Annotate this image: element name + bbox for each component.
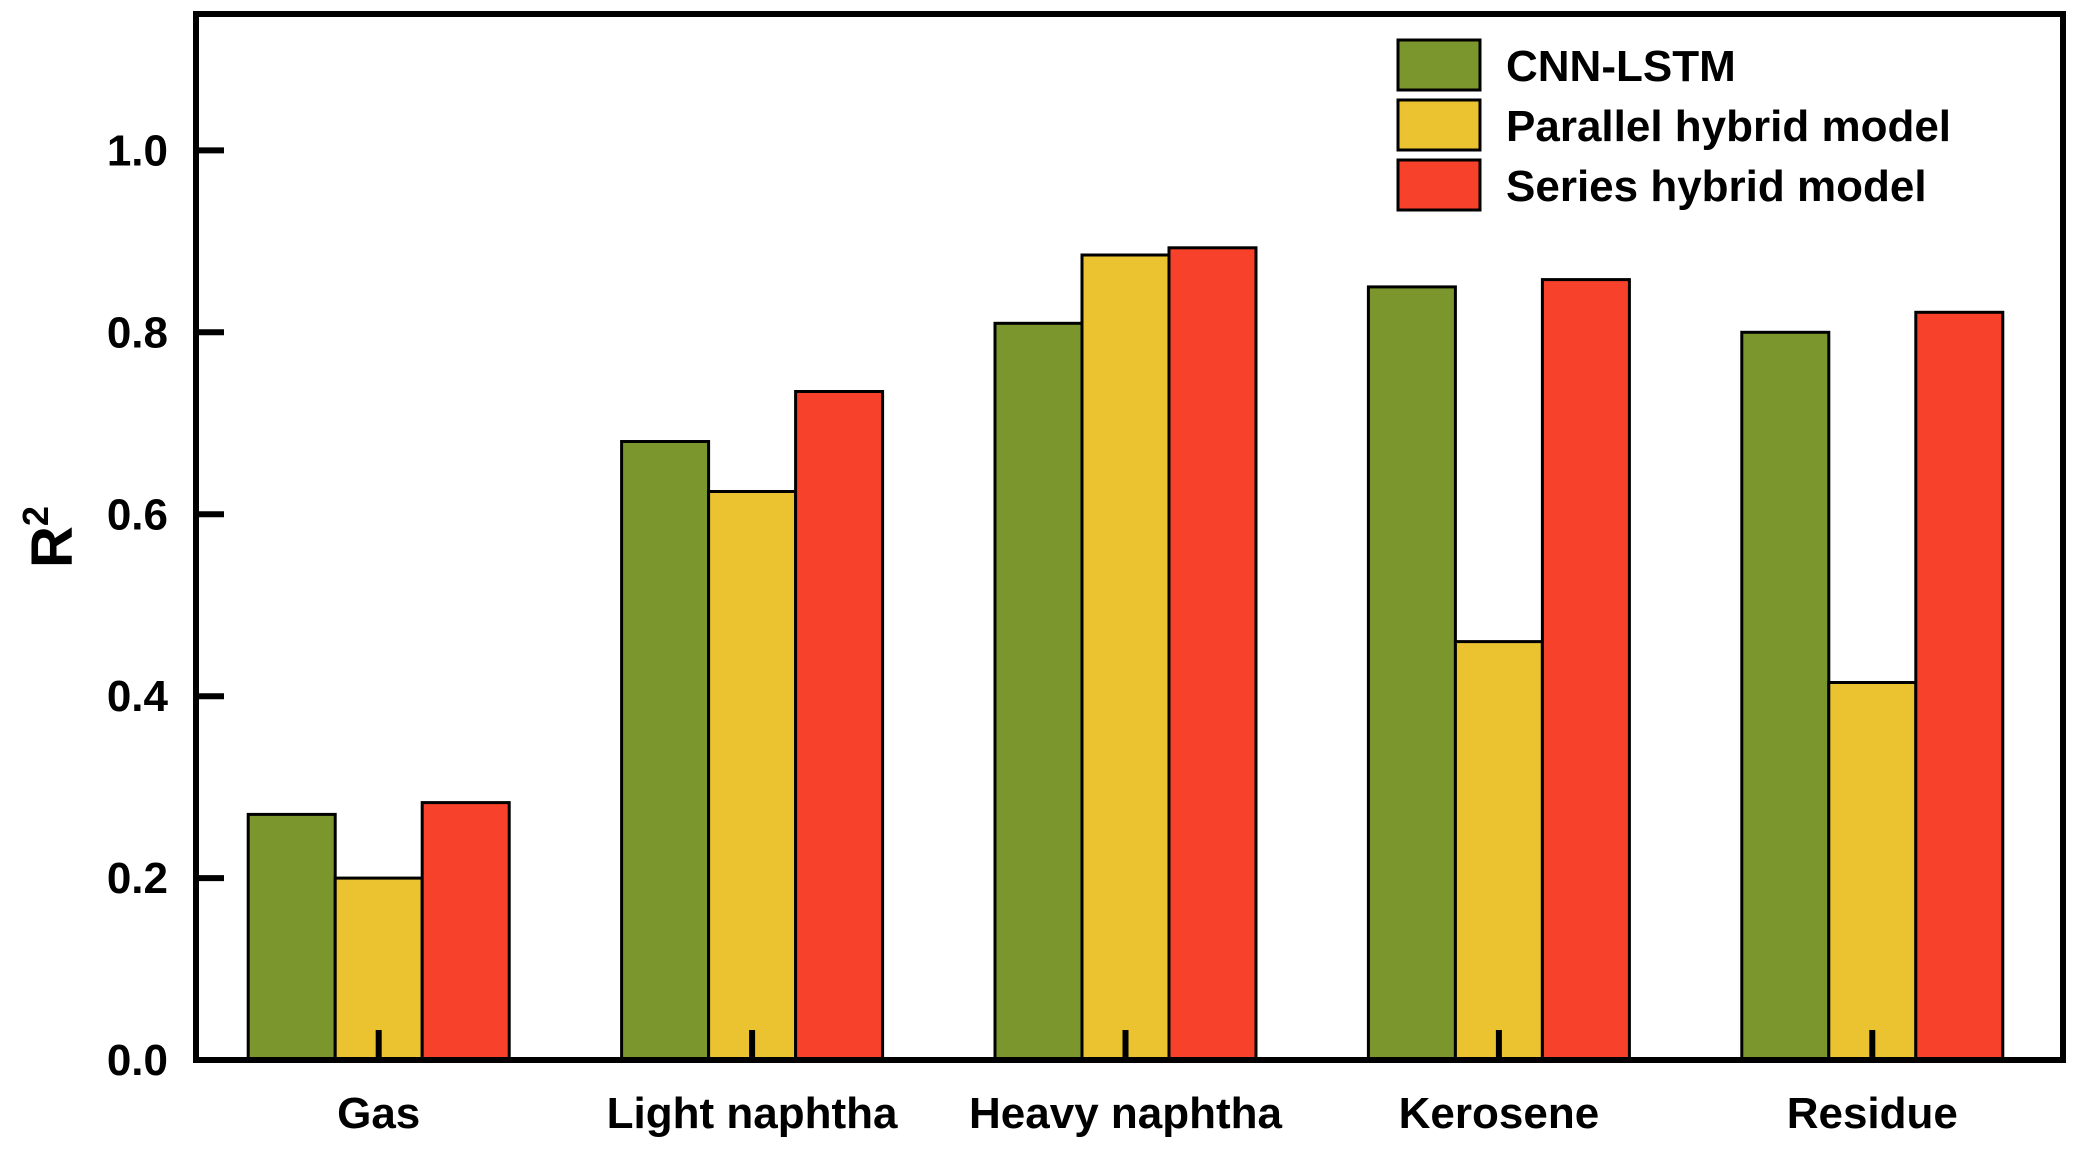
legend-swatch-2 [1396, 98, 1482, 152]
bar-residue-1 [1740, 330, 1831, 1062]
category-label: Kerosene [1399, 1089, 1600, 1138]
bar-gas-2 [333, 876, 424, 1062]
legend-label-1: CNN-LSTM [1506, 42, 1736, 91]
legend-swatch-3 [1396, 158, 1482, 212]
y-axis-title-main: R [20, 526, 85, 568]
bar-heavy-naphtha-1 [993, 321, 1084, 1062]
bar-residue-2 [1827, 681, 1918, 1062]
y-tick-labels-group: 0.0 0.2 0.4 0.6 0.8 1.0 [107, 126, 169, 1085]
x-ticks-group [375, 1030, 1876, 1060]
y-tick-label: 0.6 [107, 490, 168, 539]
bars-group [246, 246, 2005, 1062]
bar-gas-3 [420, 801, 511, 1062]
y-tick-label: 0.0 [107, 1036, 168, 1085]
category-label: Light naphtha [607, 1089, 898, 1138]
bar-kerosene-2 [1453, 640, 1544, 1062]
legend-swatch-1 [1396, 38, 1482, 92]
bar-heavy-naphtha-3 [1167, 246, 1258, 1062]
category-label: Gas [337, 1089, 420, 1138]
bar-kerosene-1 [1366, 285, 1457, 1062]
y-tick-label: 0.4 [107, 672, 169, 721]
bar-light-naphtha-3 [794, 390, 885, 1062]
plot-frame [193, 11, 2066, 1063]
bar-gas-1 [246, 812, 337, 1062]
category-label: Residue [1787, 1089, 1958, 1138]
bar-light-naphtha-1 [620, 440, 711, 1062]
bar-kerosene-3 [1540, 278, 1631, 1062]
legend-label-3: Series hybrid model [1506, 162, 1927, 211]
y-tick-label: 0.2 [107, 854, 168, 903]
bar-residue-3 [1914, 310, 2005, 1062]
bar-light-naphtha-2 [707, 490, 798, 1062]
category-labels-group: Gas Light naphtha Heavy naphtha Kerosene Res… [337, 1089, 1958, 1138]
legend-label-2: Parallel hybrid model [1506, 102, 1951, 151]
bar-heavy-naphtha-2 [1080, 253, 1171, 1062]
category-label: Heavy naphtha [969, 1089, 1283, 1138]
y-axis-title: R2 [15, 506, 85, 568]
y-tick-label: 1.0 [107, 126, 168, 175]
y-axis-title-superscript: 2 [15, 506, 56, 526]
legend: CNN-LSTM Parallel hybrid model Series hybr… [1396, 38, 1951, 212]
y-tick-label: 0.8 [107, 308, 168, 357]
